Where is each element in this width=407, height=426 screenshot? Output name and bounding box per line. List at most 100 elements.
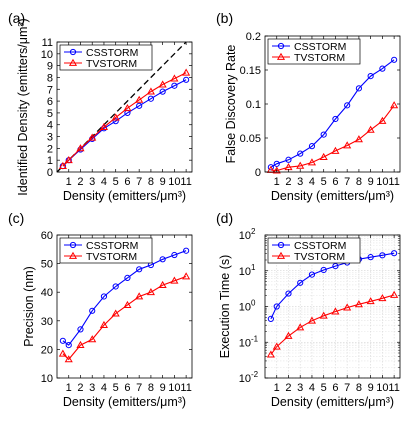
data-point xyxy=(391,250,398,257)
legend-marker-triangle xyxy=(68,58,78,66)
x-tick-label: 8 xyxy=(148,176,154,188)
data-point xyxy=(158,80,167,88)
y-tick-label: 10 xyxy=(239,302,251,314)
data-point xyxy=(159,256,166,263)
x-tick-label: 10 xyxy=(376,176,388,188)
y-tick-label: 10 xyxy=(239,337,251,349)
legend-label: CSSTORM xyxy=(86,47,138,59)
data-point xyxy=(135,95,144,103)
y-axis-label: Identified Density (emitters/μm³) xyxy=(16,18,30,195)
data-point xyxy=(379,252,386,259)
y-tick-label: 8 xyxy=(47,72,53,84)
data-point xyxy=(343,141,352,149)
data-point xyxy=(378,294,387,302)
y-tick-label: 50 xyxy=(41,259,53,271)
y-tick-label: 10 xyxy=(239,266,251,278)
x-tick-label: 1 xyxy=(66,382,72,394)
x-tick-label: 1 xyxy=(274,176,280,188)
x-tick-label: 10 xyxy=(376,382,388,394)
y-tick-label: 10 xyxy=(239,373,251,385)
x-tick-label: 4 xyxy=(101,382,107,394)
y-tick-exponent: 1 xyxy=(251,263,256,272)
legend-marker-triangle xyxy=(68,251,78,259)
data-point xyxy=(65,342,72,349)
y-tick-exponent: -2 xyxy=(251,370,259,379)
chart-panel-1: 1 2 3 4 5 6 7 8 9 10 11 0 0.05 0.1 0.15 0.2 Density (emi… xyxy=(216,10,401,203)
data-point xyxy=(182,68,191,76)
data-point xyxy=(297,279,304,286)
data-point xyxy=(88,133,97,141)
data-point xyxy=(355,85,363,92)
series-tvstorm xyxy=(266,101,399,174)
x-tick-label: 11 xyxy=(388,382,399,394)
data-point xyxy=(171,251,178,259)
x-tick-label: 1 xyxy=(274,382,280,394)
data-point xyxy=(136,266,143,273)
data-point xyxy=(147,95,155,102)
series-line xyxy=(270,59,395,168)
data-point xyxy=(308,143,316,150)
x-tick-label: 3 xyxy=(297,176,303,188)
data-point xyxy=(307,316,317,324)
data-point xyxy=(58,349,67,357)
data-point xyxy=(183,76,190,83)
y-tick-label: 0 xyxy=(47,167,53,179)
series-line xyxy=(62,250,187,346)
data-point xyxy=(296,323,305,331)
data-point xyxy=(136,102,143,109)
y-tick-label: 40 xyxy=(41,287,53,299)
y-tick-label: 3 xyxy=(47,132,53,144)
x-tick-label: 7 xyxy=(136,382,142,394)
data-point xyxy=(366,297,375,305)
data-point xyxy=(332,262,339,270)
y-tick-exponent: 2 xyxy=(251,227,256,236)
x-tick-label: 4 xyxy=(101,176,107,188)
x-tick-label: 9 xyxy=(368,176,374,188)
x-tick-label: 5 xyxy=(113,176,119,188)
legend-marker-circle xyxy=(277,241,285,249)
data-point xyxy=(285,156,292,163)
data-point xyxy=(124,274,131,281)
data-point xyxy=(99,320,109,328)
data-point xyxy=(146,87,155,95)
data-point xyxy=(64,355,73,363)
y-tick-label: 2 xyxy=(47,143,53,155)
x-tick-label: 8 xyxy=(356,176,362,188)
y-tick-label: 4 xyxy=(47,120,53,132)
x-tick-label: 4 xyxy=(309,176,315,188)
x-tick-label: 2 xyxy=(77,382,83,394)
data-point xyxy=(297,150,304,157)
y-axis-label: False Discovery Rate xyxy=(224,45,238,164)
legend-marker-circle xyxy=(69,48,77,56)
x-tick-label: 6 xyxy=(332,176,338,188)
y-tick-exponent: 0 xyxy=(251,299,256,308)
data-point xyxy=(111,113,120,121)
data-point xyxy=(123,300,132,308)
data-point xyxy=(367,254,374,261)
data-point xyxy=(99,122,109,130)
y-tick-label: 30 xyxy=(41,316,53,328)
y-tick-base: 10 xyxy=(239,230,251,242)
panel-label: (a) xyxy=(8,10,25,26)
x-tick-label: 9 xyxy=(160,382,166,394)
data-point xyxy=(284,331,293,339)
x-tick-label: 3 xyxy=(297,382,303,394)
y-tick-label: 10 xyxy=(41,373,53,385)
x-tick-label: 9 xyxy=(160,176,166,188)
data-point xyxy=(64,155,73,164)
data-point xyxy=(272,166,281,174)
y-tick-label: 0 xyxy=(255,167,261,179)
series-line xyxy=(270,105,395,172)
series-csstorm xyxy=(267,56,398,171)
data-point xyxy=(343,303,352,311)
x-tick-label: 2 xyxy=(285,382,291,394)
x-tick-label: 9 xyxy=(368,382,374,394)
x-tick-label: 6 xyxy=(124,176,130,188)
x-tick-label: 8 xyxy=(148,382,154,394)
